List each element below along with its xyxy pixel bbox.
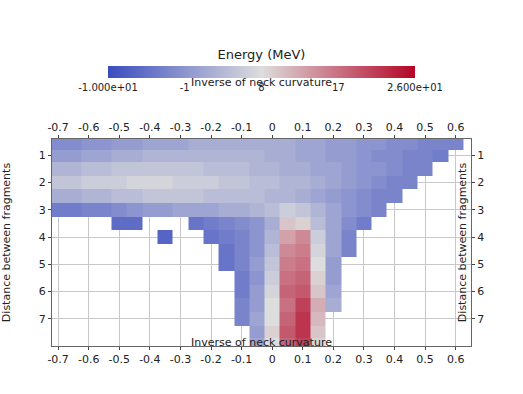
svg-text:-0.3: -0.3 xyxy=(170,121,191,134)
svg-text:0: 0 xyxy=(269,121,276,134)
svg-text:0.6: 0.6 xyxy=(447,353,465,366)
svg-text:0: 0 xyxy=(269,353,276,366)
svg-text:6: 6 xyxy=(39,285,46,298)
svg-text:17: 17 xyxy=(332,82,345,93)
svg-text:3: 3 xyxy=(477,204,484,217)
svg-text:-0.3: -0.3 xyxy=(170,353,191,366)
svg-text:-0.7: -0.7 xyxy=(47,121,68,134)
svg-text:0.2: 0.2 xyxy=(325,353,343,366)
svg-text:0.6: 0.6 xyxy=(447,121,465,134)
svg-text:0.3: 0.3 xyxy=(355,353,373,366)
svg-text:-0.1: -0.1 xyxy=(231,353,252,366)
svg-text:6: 6 xyxy=(477,285,484,298)
svg-text:Inverse of neck curvature: Inverse of neck curvature xyxy=(191,336,332,349)
svg-text:-1.000e+01: -1.000e+01 xyxy=(78,82,138,93)
svg-text:-0.6: -0.6 xyxy=(78,353,99,366)
svg-text:0.1: 0.1 xyxy=(294,121,312,134)
svg-text:0.3: 0.3 xyxy=(355,121,373,134)
svg-text:2: 2 xyxy=(477,176,484,189)
svg-text:-0.5: -0.5 xyxy=(109,353,130,366)
svg-text:0.1: 0.1 xyxy=(294,353,312,366)
svg-text:-0.6: -0.6 xyxy=(78,121,99,134)
svg-text:-0.1: -0.1 xyxy=(231,121,252,134)
svg-text:2: 2 xyxy=(39,176,46,189)
svg-text:Distance between fragments: Distance between fragments xyxy=(0,163,13,323)
svg-text:-0.7: -0.7 xyxy=(47,353,68,366)
svg-text:-0.4: -0.4 xyxy=(139,121,160,134)
svg-text:4: 4 xyxy=(39,231,46,244)
svg-text:-0.2: -0.2 xyxy=(200,353,221,366)
svg-text:-0.4: -0.4 xyxy=(139,353,160,366)
svg-text:2.600e+01: 2.600e+01 xyxy=(387,82,443,93)
svg-text:4: 4 xyxy=(477,231,484,244)
svg-text:5: 5 xyxy=(39,258,46,271)
svg-text:7: 7 xyxy=(477,313,484,326)
svg-text:0.5: 0.5 xyxy=(416,121,434,134)
svg-text:0.5: 0.5 xyxy=(416,353,434,366)
svg-text:-1: -1 xyxy=(180,82,190,93)
svg-text:Energy (MeV): Energy (MeV) xyxy=(218,47,306,62)
svg-text:1: 1 xyxy=(39,149,46,162)
svg-text:0.2: 0.2 xyxy=(325,121,343,134)
svg-text:8: 8 xyxy=(258,82,264,93)
svg-text:-0.5: -0.5 xyxy=(109,121,130,134)
svg-text:-0.2: -0.2 xyxy=(200,121,221,134)
svg-text:3: 3 xyxy=(39,204,46,217)
svg-text:5: 5 xyxy=(477,258,484,271)
svg-text:0.4: 0.4 xyxy=(386,121,404,134)
svg-text:Inverse of neck curvature: Inverse of neck curvature xyxy=(191,76,332,89)
svg-text:7: 7 xyxy=(39,313,46,326)
svg-text:0.4: 0.4 xyxy=(386,353,404,366)
svg-text:1: 1 xyxy=(477,149,484,162)
svg-text:Distance between fragments: Distance between fragments xyxy=(456,163,469,323)
